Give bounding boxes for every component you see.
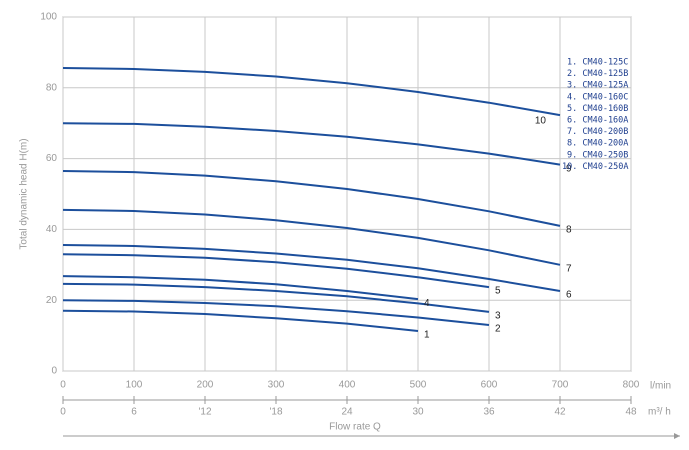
x-tick-label: 200 [197,380,214,391]
curve-label: 5 [495,286,501,297]
pump-curve [62,309,419,332]
x-axis-label: l/min [650,381,671,392]
x2-tick-label: 6 [131,407,137,418]
x2-tick-label: 48 [625,407,637,418]
pump-curve [62,275,419,301]
legend-entry: 10. CM40-250A [562,162,629,172]
x2-axis-label: m³/ h [648,407,671,418]
legend-entry: 3. CM40-125A [567,81,628,91]
legend-entry: 5. CM40-160B [567,104,628,114]
y-axis-label: Total dynamic head H(m) [19,138,30,249]
x-tick-label: 0 [60,380,66,391]
curve-label: 9 [566,163,572,174]
x-tick-label: 800 [623,380,640,391]
legend-entry: 1. CM40-125C [567,58,628,68]
y-tick-label: 60 [46,153,58,164]
x2-tick-label: 24 [341,407,353,418]
curve-label: 4 [424,298,430,309]
curve-label: 6 [566,290,572,301]
curve-label: 8 [566,225,572,236]
curve-label: 2 [495,324,501,335]
x2-tick-label: '18 [269,407,282,418]
pump-curve [62,170,561,227]
legend-entry: 8. CM40-200A [567,139,628,149]
legend-entry: 9. CM40-250B [567,150,628,160]
y-tick-label: 80 [46,82,58,93]
legend-entry: 2. CM40-125B [567,69,628,79]
y-tick-label: 20 [46,295,58,306]
curve-label: 1 [424,330,430,341]
x2-tick-label: 36 [483,407,495,418]
pump-curve [62,67,561,117]
pump-curve [62,244,561,292]
x2-tick-label: 42 [554,407,566,418]
curve-label: 3 [495,311,501,322]
legend-entry: 4. CM40-160C [567,92,628,102]
x-tick-label: 700 [552,380,569,391]
x-tick-label: 500 [410,380,427,391]
pump-curve [62,299,490,326]
legend-entry: 7. CM40-200B [567,127,628,137]
legend-entry: 6. CM40-160A [567,116,628,126]
x-tick-label: 600 [481,380,498,391]
pump-curve [62,253,490,289]
pump-curve [62,122,561,166]
flow-arrowhead [674,433,680,439]
pump-curve [62,208,561,266]
flow-caption: Flow rate Q [329,422,381,433]
x-tick-label: 300 [268,380,285,391]
y-tick-label: 0 [51,366,57,377]
curve-label: 7 [566,263,572,274]
curve-label: 10 [535,116,547,127]
y-tick-label: 40 [46,224,58,235]
x2-tick-label: '12 [198,407,211,418]
x2-tick-label: 30 [412,407,424,418]
x2-tick-label: 0 [60,407,66,418]
pump-curve [62,282,490,313]
x-tick-label: 400 [339,380,356,391]
x-tick-label: 100 [126,380,143,391]
y-tick-label: 100 [40,12,57,23]
